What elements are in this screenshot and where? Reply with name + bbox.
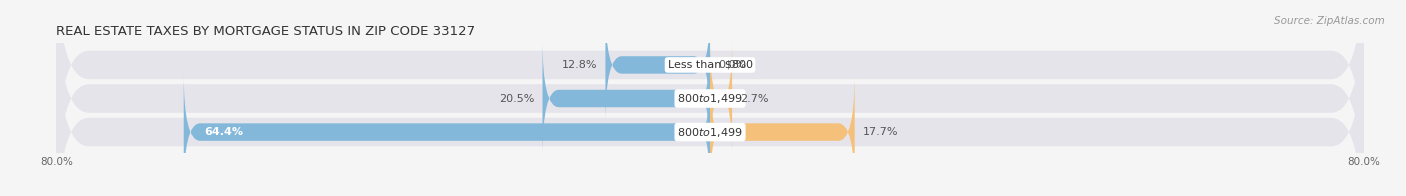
- FancyBboxPatch shape: [184, 74, 710, 191]
- Text: 64.4%: 64.4%: [204, 127, 243, 137]
- FancyBboxPatch shape: [710, 40, 733, 157]
- FancyBboxPatch shape: [56, 12, 1364, 196]
- Text: 2.7%: 2.7%: [741, 93, 769, 103]
- FancyBboxPatch shape: [710, 74, 855, 191]
- Text: 12.8%: 12.8%: [562, 60, 598, 70]
- FancyBboxPatch shape: [606, 6, 710, 123]
- Text: $800 to $1,499: $800 to $1,499: [678, 126, 742, 139]
- FancyBboxPatch shape: [56, 0, 1364, 185]
- Text: 17.7%: 17.7%: [863, 127, 898, 137]
- Text: 20.5%: 20.5%: [499, 93, 534, 103]
- Text: $800 to $1,499: $800 to $1,499: [678, 92, 742, 105]
- Text: REAL ESTATE TAXES BY MORTGAGE STATUS IN ZIP CODE 33127: REAL ESTATE TAXES BY MORTGAGE STATUS IN …: [56, 25, 475, 38]
- FancyBboxPatch shape: [56, 0, 1364, 196]
- Text: Less than $800: Less than $800: [668, 60, 752, 70]
- Text: 0.0%: 0.0%: [718, 60, 747, 70]
- FancyBboxPatch shape: [543, 40, 710, 157]
- Text: Source: ZipAtlas.com: Source: ZipAtlas.com: [1274, 16, 1385, 26]
